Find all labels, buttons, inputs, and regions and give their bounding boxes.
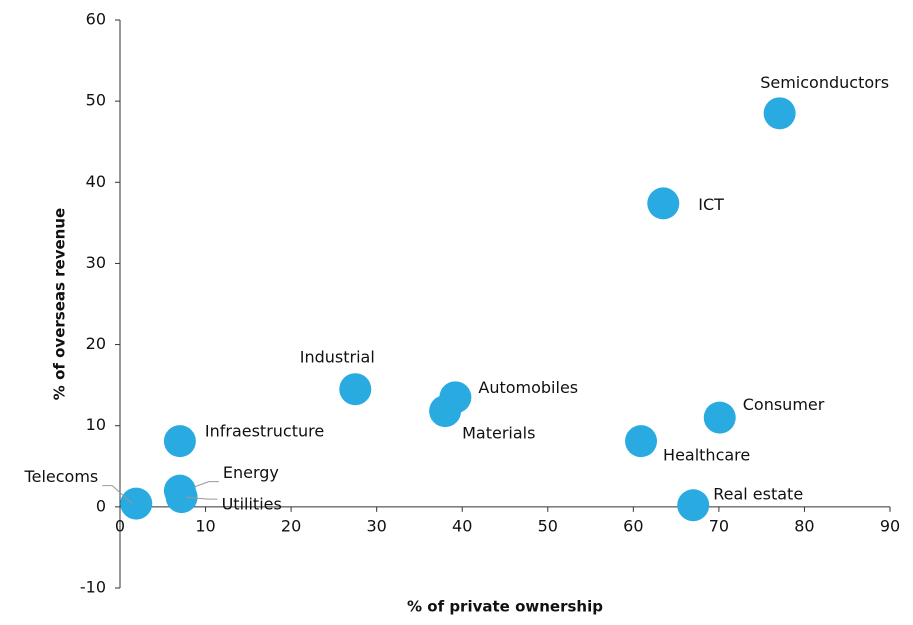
leader-line (185, 496, 218, 500)
point-label: Materials (462, 424, 535, 443)
x-tick-label: 90 (880, 516, 900, 535)
point-label: Industrial (300, 348, 375, 367)
x-tick-label: 60 (623, 516, 643, 535)
x-tick-label: 30 (366, 516, 386, 535)
x-tick-label: 20 (281, 516, 301, 535)
point (703, 401, 736, 434)
point (120, 487, 153, 520)
x-tick-label: 10 (195, 516, 215, 535)
point (763, 97, 796, 130)
point (165, 481, 198, 514)
x-tick-label: 50 (538, 516, 558, 535)
point-label: Real estate (713, 485, 803, 504)
y-tick-label: 60 (86, 10, 106, 29)
point-label: Infraestructure (205, 422, 324, 441)
point-label: Energy (223, 463, 279, 482)
point-label: Consumer (743, 395, 825, 414)
y-tick-label: 50 (86, 91, 106, 110)
y-tick-label: 30 (86, 253, 106, 272)
point-label: Semiconductors (760, 73, 889, 92)
y-tick-label: 40 (86, 172, 106, 191)
x-tick-label: 40 (452, 516, 472, 535)
x-tick-label: 70 (709, 516, 729, 535)
point (625, 425, 658, 458)
y-tick-label: 10 (86, 415, 106, 434)
y-tick-label: 0 (96, 496, 106, 515)
point (163, 425, 196, 458)
point-label: Healthcare (663, 446, 750, 465)
point-label: Automobiles (478, 378, 578, 397)
point (429, 395, 462, 428)
point-label: Telecoms (24, 467, 99, 486)
x-tick-label: 80 (794, 516, 814, 535)
point (339, 373, 372, 406)
y-tick-label: -10 (80, 578, 106, 597)
point (647, 187, 680, 220)
leader-line (102, 485, 133, 504)
x-tick-label: 0 (115, 516, 125, 535)
point-label: Utilities (222, 495, 282, 514)
point (677, 489, 710, 522)
x-axis-label: % of private ownership (407, 598, 603, 616)
y-axis-label: % of overseas revenue (51, 208, 69, 400)
y-tick-label: 20 (86, 334, 106, 353)
point-label: ICT (698, 195, 724, 214)
